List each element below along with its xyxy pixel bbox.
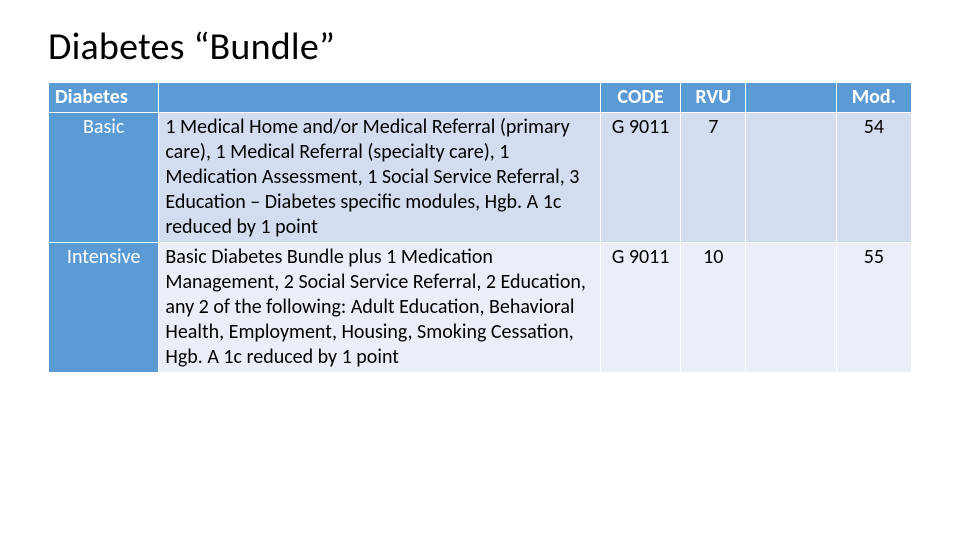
row-blank [746, 113, 836, 243]
row-blank [746, 243, 836, 373]
row-code: G 9011 [600, 243, 680, 373]
col-header-blank [746, 83, 836, 113]
col-header-description [159, 83, 601, 113]
table-header-row: Diabetes CODE RVU Mod. [49, 83, 912, 113]
table-row: Intensive Basic Diabetes Bundle plus 1 M… [49, 243, 912, 373]
row-label-basic: Basic [49, 113, 159, 243]
bundle-table: Diabetes CODE RVU Mod. Basic 1 Medical H… [48, 82, 912, 373]
row-description: Basic Diabetes Bundle plus 1 Medication … [159, 243, 601, 373]
table-row: Basic 1 Medical Home and/or Medical Refe… [49, 113, 912, 243]
row-mod: 54 [836, 113, 911, 243]
row-label-intensive: Intensive [49, 243, 159, 373]
page-title: Diabetes “Bundle” [48, 24, 912, 70]
row-description: 1 Medical Home and/or Medical Referral (… [159, 113, 601, 243]
col-header-code: CODE [600, 83, 680, 113]
slide: Diabetes “Bundle” Diabetes CODE RVU Mod.… [0, 0, 960, 540]
col-header-diabetes: Diabetes [49, 83, 159, 113]
col-header-mod: Mod. [836, 83, 911, 113]
row-code: G 9011 [600, 113, 680, 243]
row-mod: 55 [836, 243, 911, 373]
col-header-rvu: RVU [681, 83, 746, 113]
row-rvu: 10 [681, 243, 746, 373]
row-rvu: 7 [681, 113, 746, 243]
